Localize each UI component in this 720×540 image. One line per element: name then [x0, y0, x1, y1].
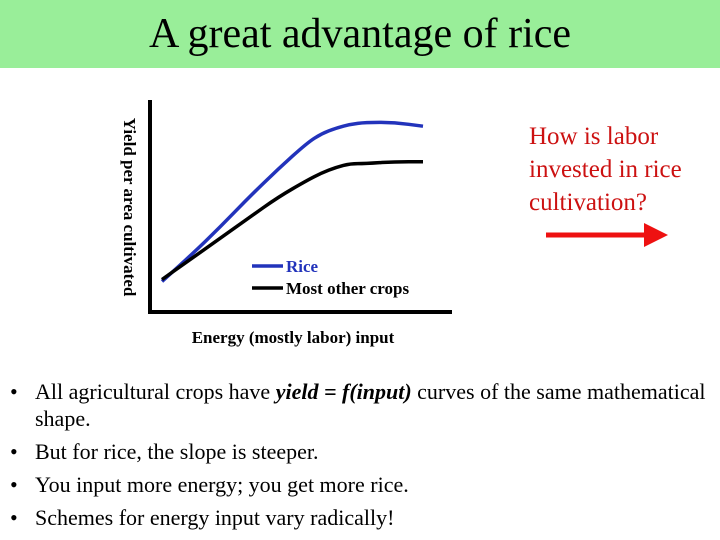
- bullet-item: • But for rice, the slope is steeper.: [10, 438, 710, 465]
- callout-question: How is labor invested in rice cultivatio…: [529, 123, 682, 216]
- title-band: A great advantage of rice: [0, 0, 720, 68]
- legend-label: Most other crops: [286, 279, 409, 298]
- arrow-head: [644, 223, 668, 247]
- bullet-text: You input more energy; you get more rice…: [35, 472, 409, 497]
- bullet-glyph: •: [10, 505, 18, 530]
- yield-vs-energy-chart: Rice Most other crops Energy (mostly labo…: [120, 100, 668, 347]
- x-axis-label: Energy (mostly labor) input: [192, 328, 395, 347]
- bullet-text-end: curves of the same mathematical shape.: [35, 379, 706, 431]
- series-line-other-crops: [160, 159, 423, 281]
- chart-axes: [148, 100, 452, 314]
- bullet-text-start: All agricultural crops have: [35, 379, 276, 404]
- bullet-list: • All agricultural crops have yield = f(…: [10, 378, 710, 537]
- bullet-item: • All agricultural crops have yield = f(…: [10, 378, 710, 432]
- slide-title: A great advantage of rice: [148, 11, 572, 57]
- bullet-glyph: •: [10, 379, 18, 404]
- bullet-text: But for rice, the slope is steeper.: [35, 439, 319, 464]
- legend-label: Rice: [286, 257, 319, 276]
- bullet-glyph: •: [10, 439, 18, 464]
- bullet-item: • Schemes for energy input vary radicall…: [10, 504, 710, 531]
- chart-legend: Rice Most other crops: [252, 257, 409, 298]
- arrow-right-icon: [546, 223, 668, 247]
- chart-series: [160, 120, 424, 283]
- bullet-text: Schemes for energy input vary radically!: [35, 505, 395, 530]
- bullet-glyph: •: [10, 472, 18, 497]
- yield-formula: yield = f(input): [275, 379, 412, 404]
- y-axis-label: Yield per area cultivated: [120, 118, 139, 297]
- series-line-rice: [160, 120, 424, 283]
- bullet-item: • You input more energy; you get more ri…: [10, 471, 710, 498]
